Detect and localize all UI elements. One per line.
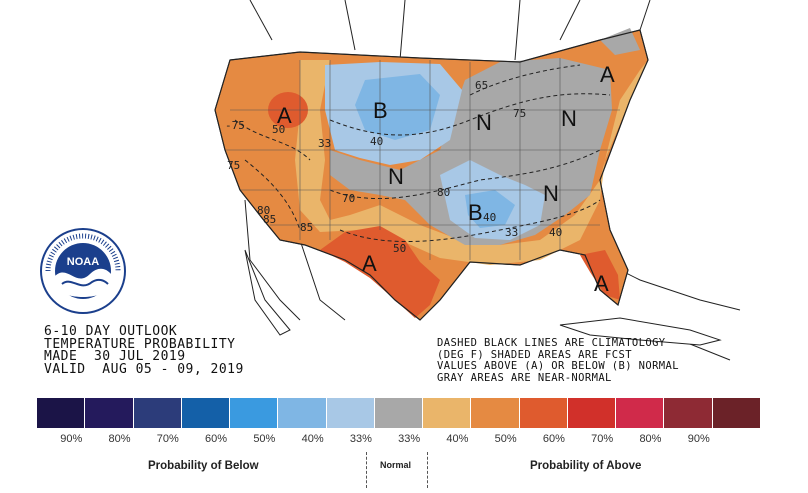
legend-divider-left: [366, 452, 367, 488]
legend-tick-label: 40%: [446, 433, 469, 445]
legend-color-cell: [133, 398, 182, 428]
legend-color-cell: [326, 398, 375, 428]
legend-color-cell: [85, 398, 134, 428]
legend-tick-label: 50%: [253, 433, 276, 445]
contour-label: 33: [505, 226, 519, 239]
contour-label: 80: [257, 204, 271, 217]
outlook-title: 6-10 DAY OUTLOOK: [44, 324, 178, 339]
contour-label: 85: [300, 221, 314, 234]
contour-label: -75: [225, 119, 245, 132]
noaa-logo-text: NOAA: [67, 256, 99, 268]
region-label-b-northplains: B: [373, 98, 388, 123]
contour-label: 50: [393, 242, 407, 255]
legend-color-cell: [567, 398, 617, 428]
region-label-n-southeast: N: [543, 181, 559, 206]
legend-tick-label: 40%: [301, 433, 324, 445]
note-line: GRAY AREAS ARE NEAR-NORMAL: [437, 371, 612, 384]
region-label-n-glakes-west: N: [476, 110, 492, 135]
legend-tick-label: 33%: [349, 433, 372, 445]
legend-tick-label: 90%: [60, 433, 83, 445]
region-label-a-newengland: A: [600, 62, 615, 87]
zone-blue-mid-north: [355, 74, 440, 140]
legend-above-label: Probability of Above: [530, 460, 642, 472]
contour-label: 75: [513, 107, 527, 120]
legend-below-label: Probability of Below: [148, 460, 259, 472]
legend-tick-label: 33%: [398, 433, 421, 445]
legend-color-cell: [471, 398, 520, 428]
outlook-valid-range: VALID AUG 05 - 09, 2019: [44, 361, 244, 377]
legend-tick-label: 60%: [205, 433, 228, 445]
baja-outline: [244, 249, 291, 336]
contour-label: 40: [483, 211, 497, 224]
region-label-n-plains: N: [388, 164, 404, 189]
contour-label: 85: [263, 213, 277, 226]
legend-tick-label: 70%: [156, 433, 179, 445]
cuba-outline: [559, 317, 722, 346]
note-line: VALUES ABOVE (A) OR BELOW (B) NORMAL: [437, 360, 679, 372]
legend-color-cell: [423, 398, 472, 428]
legend-color-cell: [37, 398, 86, 428]
conus-outline: [214, 29, 649, 321]
contour-label: 65: [475, 79, 489, 92]
legend-color-cell: [230, 398, 279, 428]
contour-label: 40: [370, 135, 384, 148]
contour-label: 40: [549, 226, 563, 239]
region-label-a-northwest: A: [277, 103, 292, 128]
contour-label: 33: [318, 137, 332, 150]
legend-color-cell: [616, 398, 665, 428]
zone-gray-ne: [600, 28, 640, 55]
legend-normal-label: Normal: [380, 460, 412, 470]
legend-tick-label: 80%: [108, 433, 131, 445]
note-line: DASHED BLACK LINES ARE CLIMATOLOGY: [437, 337, 666, 349]
region-label-b-midsouth: B: [468, 200, 483, 225]
note-line: (DEG F) SHADED AREAS ARE FCST: [437, 348, 632, 361]
region-label-n-glakes-east: N: [561, 106, 577, 131]
legend-color-cell: [519, 398, 568, 428]
legend-color-cell: [374, 398, 424, 428]
legend-color-cell: [181, 398, 231, 428]
probability-legend-bar: [37, 398, 761, 428]
legend-tick-label: 50%: [494, 433, 517, 445]
legend-tick-label: 90%: [687, 433, 710, 445]
contour-label: 70: [342, 192, 356, 205]
map-notes: DASHED BLACK LINES ARE CLIMATOLOGY (DEG …: [437, 337, 679, 384]
legend-color-cell: [664, 398, 713, 428]
noaa-logo-icon: NOAA: [40, 228, 126, 314]
outlook-info: 6-10 DAY OUTLOOK TEMPERATURE PROBABILITY…: [44, 324, 244, 377]
legend-tick-label: 60%: [542, 433, 565, 445]
zone-texas-dark: [320, 226, 440, 318]
legend-color-cell: [712, 398, 761, 428]
region-label-a-florida: A: [594, 271, 609, 296]
zone-blue-mid-south: [465, 190, 515, 228]
outlook-subtitle: TEMPERATURE PROBABILITY: [44, 336, 236, 352]
outlook-made-date: MADE 30 JUL 2019: [44, 349, 186, 364]
border-lines: [244, 0, 741, 361]
legend-tick-label: 70%: [591, 433, 614, 445]
legend-color-cell: [278, 398, 327, 428]
zone-florida-dark: [580, 250, 620, 300]
legend-divider-right: [427, 452, 428, 488]
legend-tick-label: 80%: [639, 433, 662, 445]
region-label-a-texas: A: [362, 251, 377, 276]
contour-label: 75: [227, 159, 241, 172]
contour-label: 50: [272, 123, 286, 136]
contour-label: 80: [437, 186, 451, 199]
climatology-lines: [234, 64, 611, 242]
zone-light-above: [295, 60, 648, 265]
state-lines: [225, 58, 620, 260]
